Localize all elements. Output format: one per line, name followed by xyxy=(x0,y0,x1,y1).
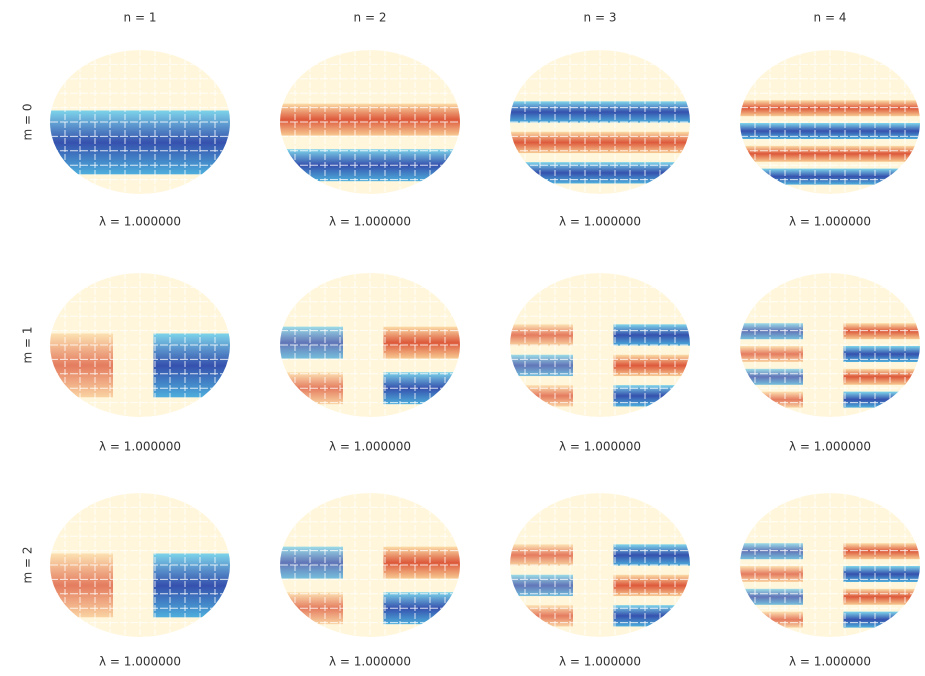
harmonic-plot xyxy=(740,50,920,194)
band xyxy=(510,354,573,377)
sphere xyxy=(50,493,230,637)
band xyxy=(740,611,803,628)
band xyxy=(843,346,920,362)
harmonic-plot xyxy=(280,50,460,194)
band xyxy=(510,544,573,566)
band xyxy=(740,346,803,362)
band xyxy=(740,323,803,340)
harmonic-plot xyxy=(510,273,690,417)
band xyxy=(280,326,343,359)
band xyxy=(383,326,460,359)
harmonic-plot xyxy=(50,50,230,194)
column-header: n = 4 xyxy=(814,11,847,25)
eigenvalue-caption: λ = 1.000000 xyxy=(329,655,411,669)
eigenvalue-caption: λ = 1.000000 xyxy=(329,440,411,454)
eigenvalue-caption: λ = 1.000000 xyxy=(329,215,411,229)
band xyxy=(843,543,920,560)
sphere xyxy=(740,493,920,637)
eigenvalue-caption: λ = 1.000000 xyxy=(99,215,181,229)
row-label: m = 0 xyxy=(21,103,35,140)
harmonic-plot xyxy=(510,50,690,194)
band xyxy=(843,588,920,605)
sphere xyxy=(280,273,460,417)
row-label: m = 1 xyxy=(21,326,35,363)
eigenvalue-caption: λ = 1.000000 xyxy=(559,655,641,669)
column-header: n = 2 xyxy=(354,11,387,25)
eigenvalue-caption: λ = 1.000000 xyxy=(789,440,871,454)
band xyxy=(843,323,920,340)
eigenvalue-caption: λ = 1.000000 xyxy=(559,440,641,454)
harmonic-plot xyxy=(50,273,230,417)
harmonic-plot xyxy=(50,493,230,637)
band xyxy=(280,546,343,579)
sphere xyxy=(510,273,690,417)
column-header: n = 3 xyxy=(584,11,617,25)
band xyxy=(613,354,690,377)
band xyxy=(510,324,573,346)
harmonic-plot xyxy=(280,273,460,417)
column-header: n = 1 xyxy=(124,11,157,25)
band xyxy=(843,368,920,385)
band xyxy=(740,588,803,605)
band xyxy=(383,546,460,579)
eigenvalue-caption: λ = 1.000000 xyxy=(99,655,181,669)
sphere xyxy=(280,493,460,637)
band xyxy=(740,566,803,582)
band xyxy=(613,544,690,566)
eigenvalue-caption: λ = 1.000000 xyxy=(559,215,641,229)
band xyxy=(613,574,690,597)
band xyxy=(843,566,920,582)
sphere xyxy=(50,50,230,194)
eigenvalue-caption: λ = 1.000000 xyxy=(99,440,181,454)
band xyxy=(510,574,573,597)
eigenvalue-caption: λ = 1.000000 xyxy=(789,215,871,229)
sphere xyxy=(740,50,920,194)
harmonic-plot xyxy=(740,273,920,417)
band xyxy=(843,611,920,628)
sphere xyxy=(510,50,690,194)
band xyxy=(843,391,920,408)
sphere xyxy=(280,50,460,194)
eigenvalue-caption: λ = 1.000000 xyxy=(789,655,871,669)
row-label: m = 2 xyxy=(21,546,35,583)
sphere xyxy=(740,273,920,417)
band xyxy=(740,368,803,385)
band xyxy=(740,391,803,408)
harmonic-plot xyxy=(740,493,920,637)
harmonic-plot xyxy=(510,493,690,637)
sphere xyxy=(50,273,230,417)
band xyxy=(740,543,803,560)
sphere xyxy=(510,493,690,637)
harmonic-plot xyxy=(280,493,460,637)
band xyxy=(613,324,690,346)
